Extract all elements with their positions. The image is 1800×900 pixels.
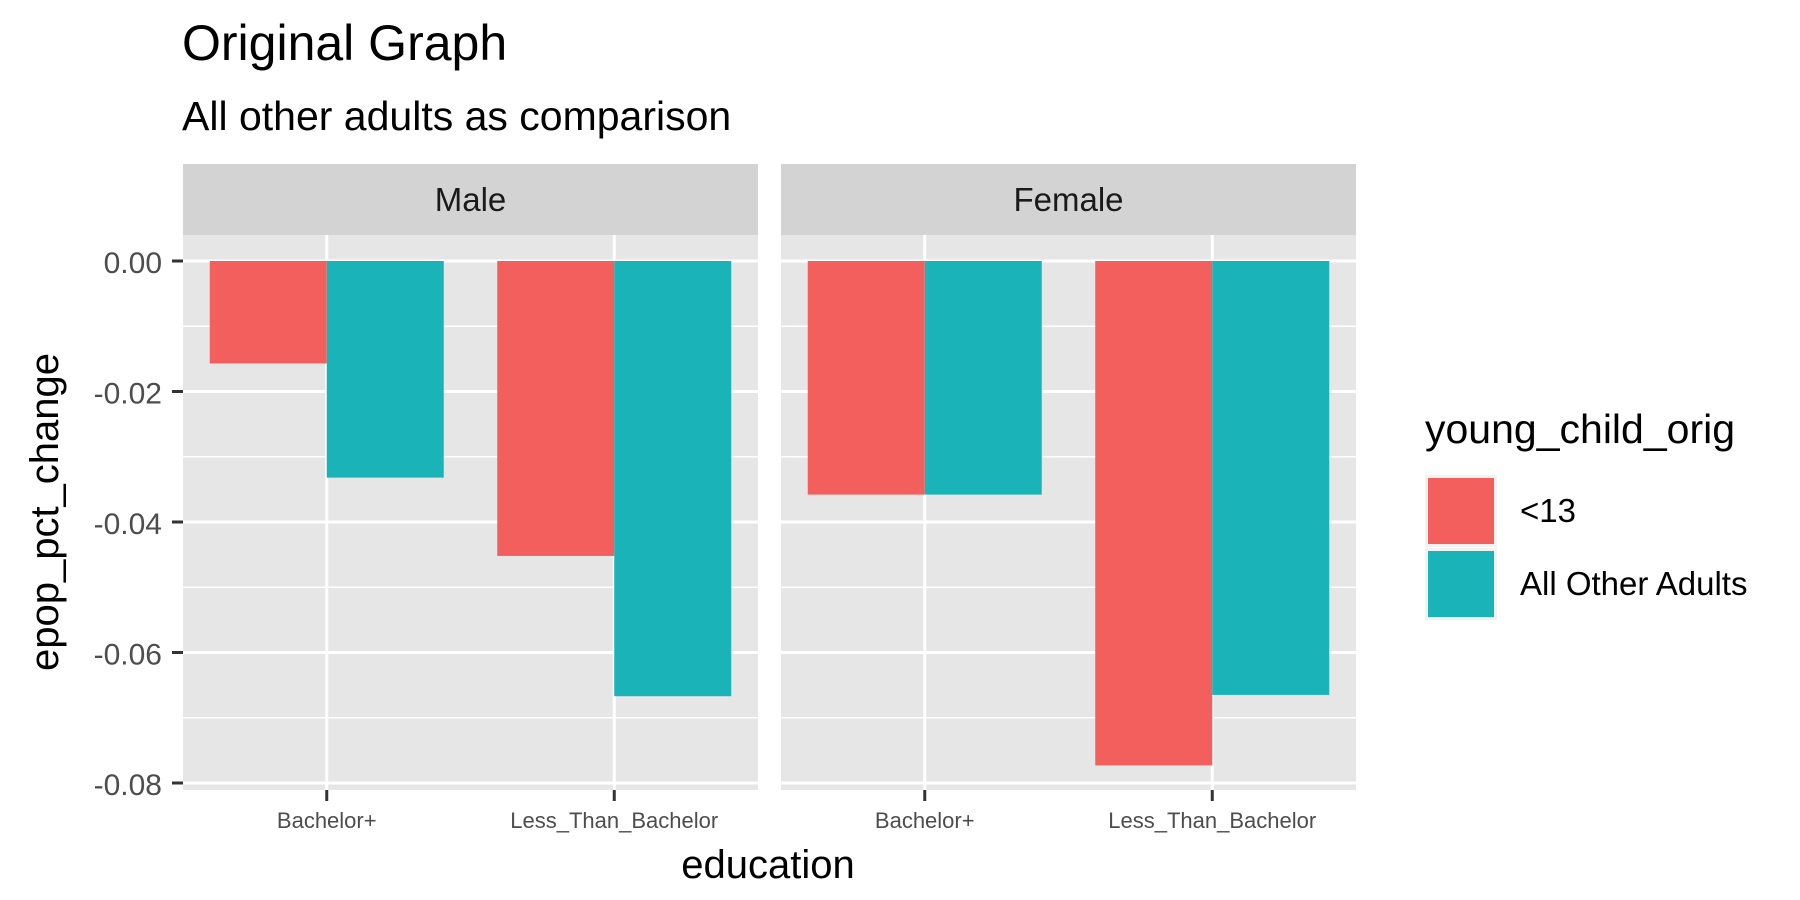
x-axis-label: education: [681, 843, 854, 887]
facet-strip: [781, 164, 1356, 235]
legend-title: young_child_orig: [1425, 406, 1735, 452]
chart-title: Original Graph: [182, 15, 507, 71]
bar-male-under13: [209, 261, 327, 364]
y-tick-label: -0.06: [94, 639, 162, 672]
legend-key-swatch: [1428, 551, 1494, 617]
chart-subtitle: All other adults as comparison: [182, 93, 731, 139]
bar-male-under13: [497, 261, 615, 556]
facet-strip-label: Female: [1013, 181, 1123, 218]
legend-key-swatch: [1428, 478, 1494, 544]
y-tick-label: -0.04: [94, 508, 162, 541]
y-tick-label: -0.02: [94, 378, 162, 411]
x-tick-label: Bachelor+: [875, 808, 975, 833]
bar-female-under13: [807, 261, 925, 495]
facet-strip-label: Male: [435, 181, 507, 218]
facet-strip: [183, 164, 758, 235]
x-tick-label: Less_Than_Bachelor: [1108, 808, 1316, 833]
y-tick-label: 0.00: [104, 247, 162, 280]
bar-male-all-other-adults: [326, 261, 444, 478]
x-tick-label: Bachelor+: [277, 808, 377, 833]
x-tick-label: Less_Than_Bachelor: [510, 808, 718, 833]
bar-male-all-other-adults: [614, 261, 732, 697]
bar-female-under13: [1095, 261, 1213, 766]
y-axis-label: epop_pct_change: [23, 353, 67, 671]
bar-female-all-other-adults: [924, 261, 1042, 495]
legend-entry-label: All Other Adults: [1520, 565, 1747, 602]
y-tick-label: -0.08: [94, 769, 162, 802]
bar-female-all-other-adults: [1212, 261, 1330, 695]
legend-entry-label: <13: [1520, 492, 1576, 529]
